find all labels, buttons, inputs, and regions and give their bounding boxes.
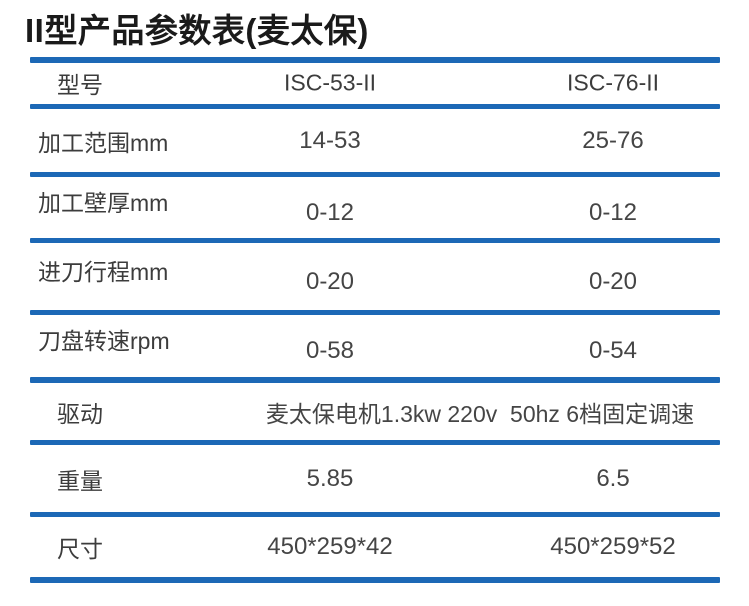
row-label-model: 型号 [57,72,103,98]
cell-value: 0-20 [588,267,638,295]
table-row: 刀盘转速rpm 0-58 0-54 [30,315,720,377]
table-row: 尺寸 450*259*42 450*259*52 [30,517,720,577]
row-label-working-range: 加工范围mm [38,129,169,156]
cell-value: 0-20 [305,267,355,295]
row-label-feed-stroke: 进刀行程mm [38,258,169,285]
cell-value-drive-spec: 麦太保电机1.3kw 220v 50hz 6档固定调速 [265,400,695,427]
divider-line [30,377,720,383]
table-row: 驱动 麦太保电机1.3kw 220v 50hz 6档固定调速 [30,383,720,440]
table-row: 加工壁厚mm 0-12 0-12 [30,177,720,238]
table-header-row: 型号 ISC-53-II ISC-76-II [30,62,720,104]
cell-value: 25-76 [582,126,644,154]
cell-value: 0-58 [305,337,355,364]
divider-line [30,57,720,63]
page-title: II型产品参数表(麦太保) [25,12,369,49]
cell-value: 14-53 [299,126,361,154]
divider-line [30,104,720,109]
row-label-weight: 重量 [57,467,103,494]
cell-value: 5.85 [306,464,354,492]
model-name-col1: ISC-53-II [283,69,377,96]
cell-value: 0-54 [588,337,638,364]
cell-value: 0-12 [305,198,355,226]
table-row: 重量 5.85 6.5 [30,445,720,512]
cell-value: 450*259*42 [267,533,393,560]
cell-value: 0-12 [588,198,638,226]
table-row: 进刀行程mm 0-20 0-20 [30,243,720,310]
row-label-dimensions: 尺寸 [57,536,103,562]
divider-line [30,577,720,583]
divider-line [30,440,720,445]
divider-line [30,512,720,517]
divider-line [30,172,720,177]
cell-value: 6.5 [596,464,630,492]
cell-value: 450*259*52 [550,533,676,560]
row-label-wall-thickness: 加工壁厚mm [38,189,169,216]
row-label-cutter-speed: 刀盘转速rpm [38,328,170,354]
row-label-drive: 驱动 [57,400,103,427]
table-row: 加工范围mm 14-53 25-76 [30,109,720,172]
model-name-col2: ISC-76-II [566,69,660,96]
divider-line [30,238,720,243]
divider-line [30,310,720,315]
